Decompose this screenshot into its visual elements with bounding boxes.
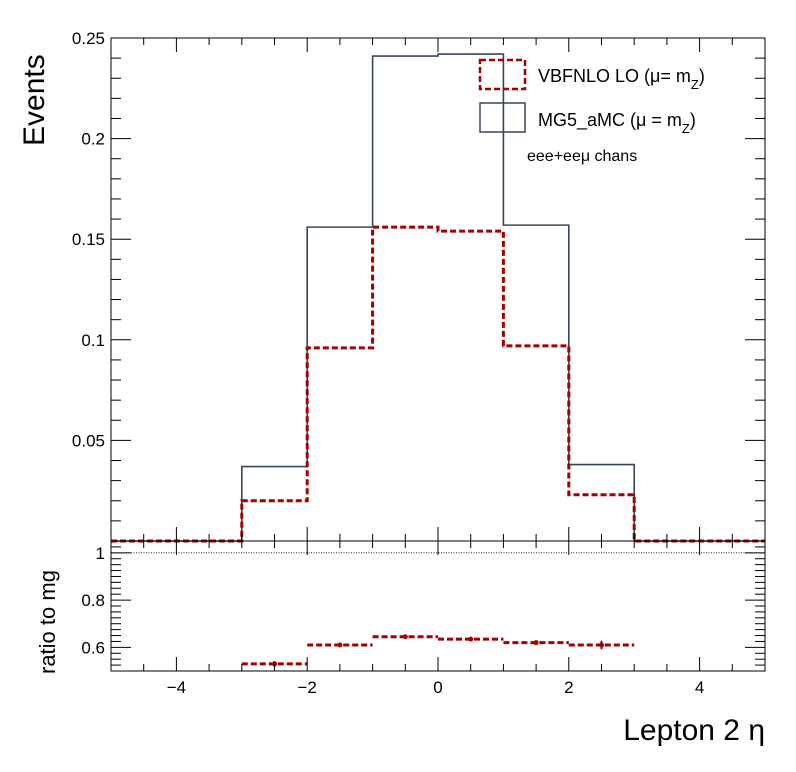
- ratio-point-0: [272, 661, 277, 667]
- main-series-group: [111, 53, 765, 543]
- legend-label-mg5: MG5_aMC (μ = mZ): [538, 110, 696, 136]
- x-tick-labels: −4 −2 0 2 4: [167, 678, 705, 697]
- ratio-plot-frame: [110, 540, 766, 672]
- main-y-tick-label: 0.1: [81, 331, 105, 350]
- main-y-tick-label: 0.05: [72, 431, 105, 450]
- ratio-y-tick-label: 0.6: [81, 638, 105, 657]
- legend-label-mg5-sub: Z: [682, 121, 690, 136]
- ratio-y-tick-labels: 0.6 0.8 1: [81, 544, 105, 658]
- legend-annotation: eee+eeμ chans: [527, 148, 637, 165]
- ratio-point-5: [599, 642, 604, 648]
- x-axis-title: Lepton 2 η: [623, 714, 765, 747]
- ratio-plot-panel: 0.6 0.8 1 −4 −2 0 2 4 ratio to mg Lepton 2 η: [35, 540, 766, 747]
- x-tick-label: −4: [167, 678, 186, 697]
- main-y-tick-label: 0.25: [72, 29, 105, 48]
- histogram-series-1: [111, 225, 765, 543]
- histogram-series-0: [111, 53, 765, 542]
- ratio-point-4: [533, 640, 539, 646]
- ratio-y-tick-label: 1: [96, 544, 105, 563]
- ratio-y-axis-title: ratio to mg: [35, 570, 60, 674]
- legend: VBFNLO LO (μ= mZ) MG5_aMC (μ = mZ) eee+e…: [478, 58, 705, 165]
- main-plot-panel: 0.05 0.1 0.15 0.2 0.25 Events VBFNLO LO (μ= …: [18, 29, 766, 543]
- ratio-point-1: [337, 642, 343, 648]
- legend-label-mg5-close: ): [690, 110, 696, 130]
- ratio-point-2: [402, 634, 408, 640]
- legend-label-vbfnlo-sub: Z: [691, 77, 699, 92]
- legend-swatch-mg5: [479, 102, 526, 133]
- main-y-axis-title: Events: [18, 54, 51, 146]
- x-tick-label: −2: [298, 678, 317, 697]
- x-tick-label: 2: [564, 678, 573, 697]
- ratio-series-group: [111, 552, 765, 667]
- x-tick-label: 4: [695, 678, 704, 697]
- main-y-tick-labels: 0.05 0.1 0.15 0.2 0.25: [72, 29, 105, 450]
- ratio-point-3: [468, 636, 474, 642]
- legend-label-vbfnlo: VBFNLO LO (μ= mZ): [538, 66, 705, 92]
- legend-label-vbfnlo-close: ): [699, 66, 705, 86]
- x-tick-label: 0: [433, 678, 442, 697]
- legend-label-mg5-main: MG5_aMC (μ = m: [538, 110, 682, 131]
- ratio-axis-ticks: [110, 540, 766, 672]
- legend-swatch-vbfnlo: [478, 58, 527, 91]
- main-y-tick-label: 0.15: [72, 230, 105, 249]
- main-y-tick-label: 0.2: [81, 130, 105, 149]
- ratio-y-tick-label: 0.8: [81, 591, 105, 610]
- legend-label-vbfnlo-main: VBFNLO LO (μ= m: [538, 66, 691, 86]
